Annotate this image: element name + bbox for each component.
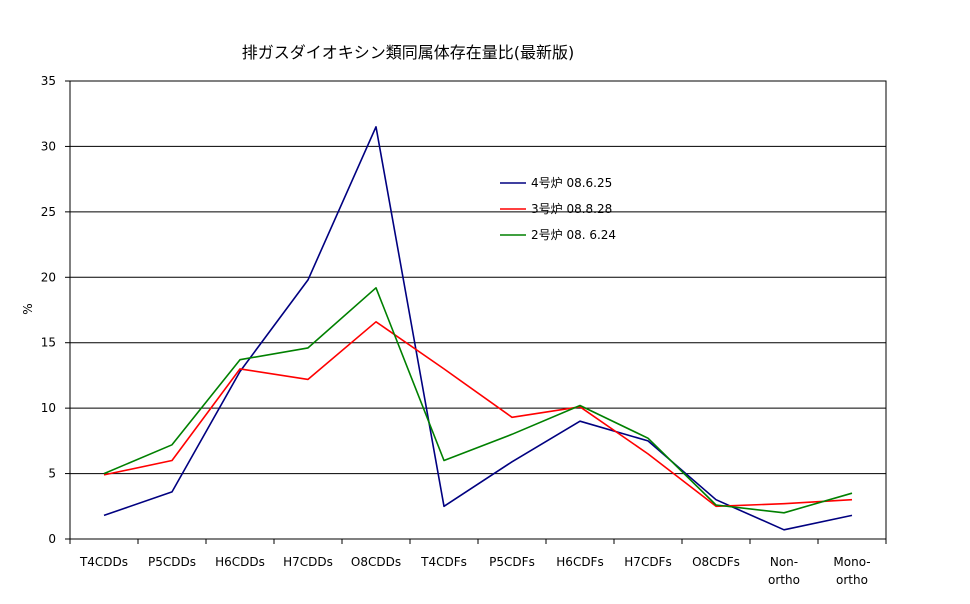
y-tick-label: 5 [48, 467, 56, 481]
x-tick-label: Non- [770, 555, 798, 569]
y-tick-label: 20 [41, 270, 56, 284]
x-tick-label: O8CDFs [692, 555, 740, 569]
x-tick-label: O8CDDs [351, 555, 401, 569]
y-axis-label: % [21, 303, 35, 314]
series-lines [103, 126, 853, 531]
x-tick-label: P5CDFs [489, 555, 535, 569]
y-tick-label: 10 [41, 401, 56, 415]
x-tick-label: ortho [768, 573, 800, 587]
series-line [103, 126, 853, 531]
y-tick-label: 0 [48, 532, 56, 546]
x-tick-label: T4CDDs [79, 555, 128, 569]
x-tick-label: T4CDFs [420, 555, 467, 569]
y-tick-label: 35 [41, 74, 56, 88]
grid [70, 80, 886, 540]
plot-frame [69, 80, 887, 540]
y-tick-label: 30 [41, 139, 56, 153]
legend-label: 3号炉 08.8.28 [531, 202, 612, 216]
y-tick-label: 15 [41, 336, 56, 350]
series-line [103, 286, 853, 514]
x-tick-label: H6CDFs [556, 555, 603, 569]
x-axis-ticks: T4CDDs P5CDDs H6CDDs H7CDDs O8CDDs T4CDFs P5CD… [69, 539, 887, 587]
legend: 4号炉 08.6.25 3号炉 08.8.28 2号炉 08. 6.24 [500, 176, 616, 242]
legend-label: 4号炉 08.6.25 [531, 176, 612, 190]
x-tick-label: H6CDDs [215, 555, 265, 569]
x-tick-label: H7CDFs [624, 555, 671, 569]
y-tick-label: 25 [41, 205, 56, 219]
x-tick-label: P5CDDs [148, 555, 196, 569]
x-tick-label: Mono- [833, 555, 870, 569]
legend-label: 2号炉 08. 6.24 [531, 228, 616, 242]
x-tick-label: ortho [836, 573, 868, 587]
y-axis-ticks: 0 5 10 15 20 25 30 35 [41, 74, 70, 546]
chart-title: 排ガスダイオキシン類同属体存在量比(最新版) [242, 43, 575, 62]
x-tick-label: H7CDDs [283, 555, 333, 569]
